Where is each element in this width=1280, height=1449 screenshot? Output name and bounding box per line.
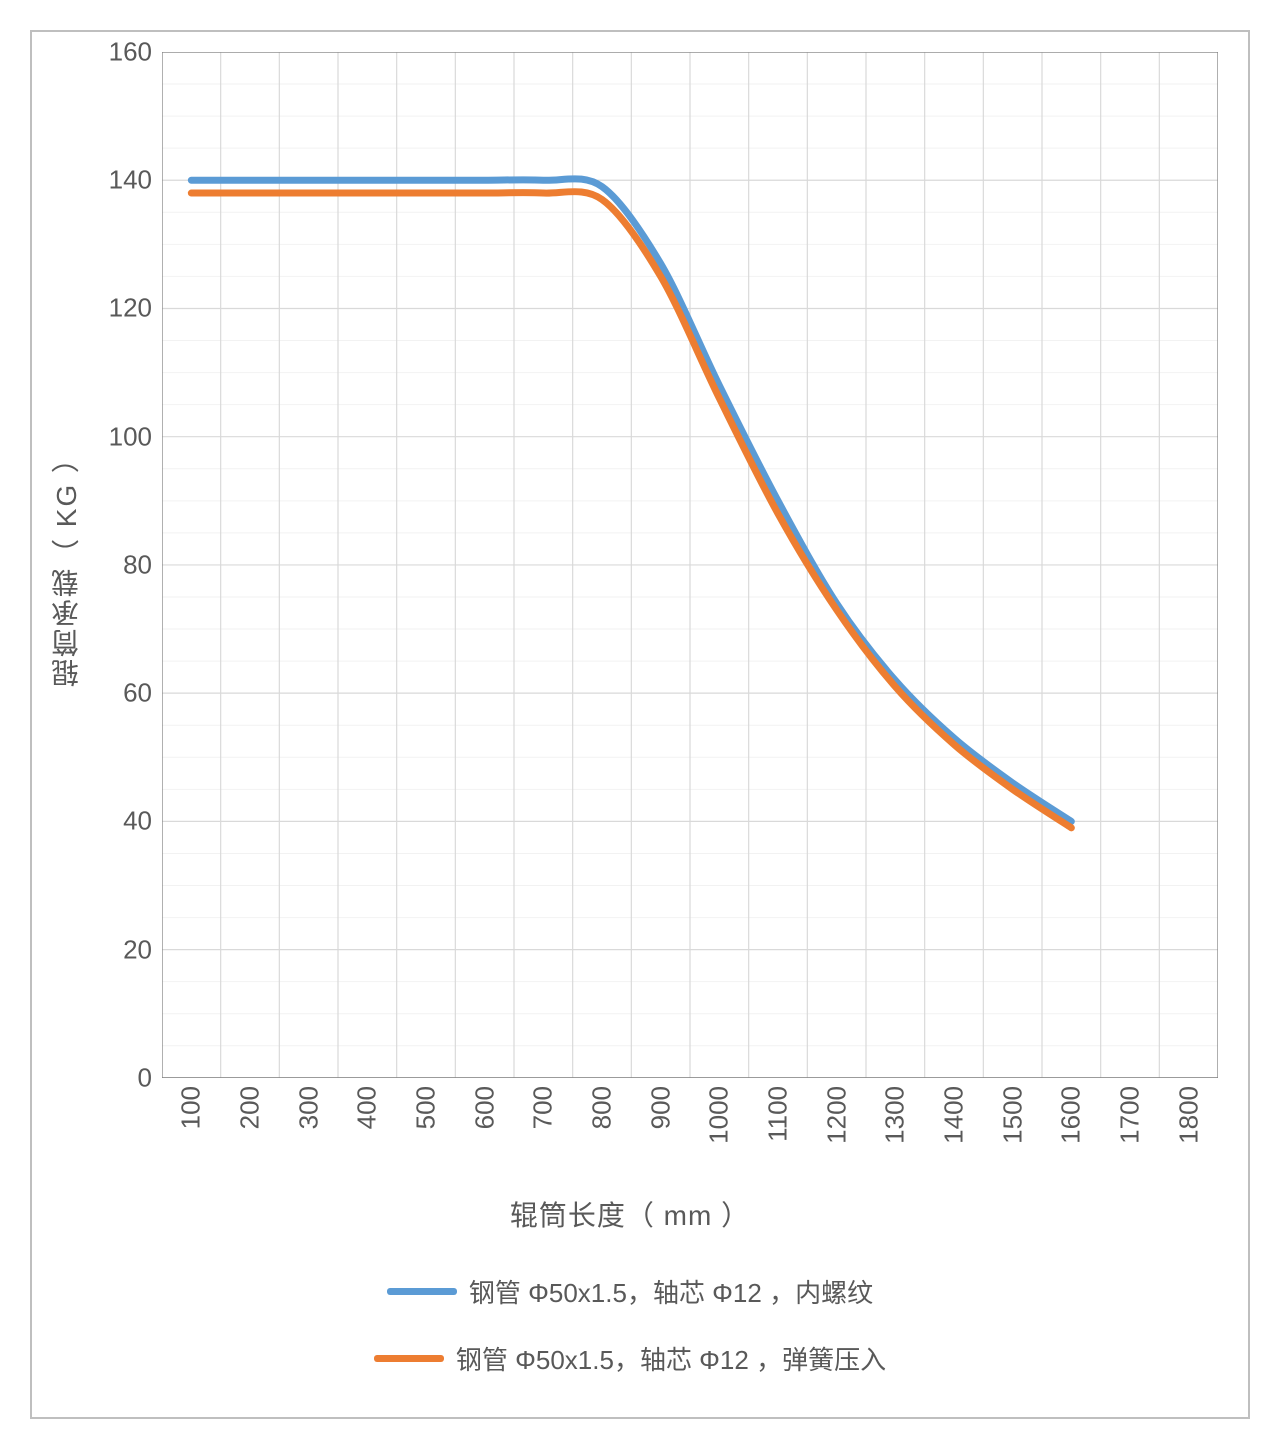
x-tick-label: 800 bbox=[587, 1086, 618, 1129]
x-axis-label: 辊筒长度（ mm ） bbox=[510, 1194, 750, 1234]
legend-item: 钢管 Φ50x1.5，轴芯 Φ12 ，内螺纹 bbox=[387, 1273, 873, 1310]
x-tick-label: 1100 bbox=[763, 1086, 794, 1142]
x-tick-label: 1200 bbox=[821, 1086, 852, 1144]
plot-svg bbox=[162, 52, 1218, 1078]
y-tick-label: 120 bbox=[109, 293, 152, 324]
x-tick-label: 500 bbox=[411, 1086, 442, 1129]
y-tick-label: 160 bbox=[109, 37, 152, 68]
x-axis-label-row: 辊筒长度（ mm ） bbox=[42, 1185, 1218, 1243]
x-tick-label: 1300 bbox=[880, 1086, 911, 1144]
y-axis-label-column: 辊筒承载（ KG ） bbox=[42, 52, 92, 1078]
x-tick-spacer bbox=[42, 1078, 162, 1185]
x-tick-label: 1700 bbox=[1115, 1086, 1146, 1144]
chart-container: 辊筒承载（ KG ） 0 20 40 60 80 100 120 140 160 100 200 3… bbox=[0, 0, 1280, 1449]
x-tick-label: 600 bbox=[469, 1086, 500, 1129]
x-tick-label: 1400 bbox=[939, 1086, 970, 1144]
y-tick-label: 140 bbox=[109, 165, 152, 196]
x-tick-label: 1000 bbox=[704, 1086, 735, 1144]
y-axis-label: 辊筒承载（ KG ） bbox=[47, 443, 87, 687]
legend: 钢管 Φ50x1.5，轴芯 Φ12 ，内螺纹钢管 Φ50x1.5，轴芯 Φ12 … bbox=[42, 1243, 1218, 1387]
plot-row: 辊筒承载（ KG ） 020406080100120140160 bbox=[42, 52, 1218, 1078]
y-tick-label: 0 bbox=[138, 1062, 152, 1093]
legend-label: 钢管 Φ50x1.5，轴芯 Φ12 ，弹簧压入 bbox=[456, 1340, 886, 1377]
x-tick-label: 200 bbox=[235, 1086, 266, 1129]
x-tick-label: 100 bbox=[176, 1086, 207, 1129]
legend-item: 钢管 Φ50x1.5，轴芯 Φ12 ，弹簧压入 bbox=[374, 1340, 886, 1377]
plot-area bbox=[162, 52, 1218, 1078]
x-tick-label: 900 bbox=[645, 1086, 676, 1129]
y-tick-label: 40 bbox=[123, 806, 152, 837]
legend-swatch bbox=[387, 1288, 457, 1295]
y-tick-label: 100 bbox=[109, 421, 152, 452]
x-tick-label: 1500 bbox=[997, 1086, 1028, 1144]
x-tick-label: 1600 bbox=[1056, 1086, 1087, 1144]
legend-label: 钢管 Φ50x1.5，轴芯 Φ12 ，内螺纹 bbox=[469, 1273, 873, 1310]
y-tick-label: 20 bbox=[123, 934, 152, 965]
x-tick-label: 700 bbox=[528, 1086, 559, 1129]
legend-swatch bbox=[374, 1355, 444, 1362]
x-tick-row: 100 200 300 400 500 600 700 800 900 1000 1100 1200 1… bbox=[42, 1078, 1218, 1185]
y-tick-label: 80 bbox=[123, 549, 152, 580]
y-tick-column: 020406080100120140160 bbox=[92, 52, 162, 1078]
x-tick-label: 300 bbox=[293, 1086, 324, 1129]
x-tick-label: 1800 bbox=[1173, 1086, 1204, 1144]
x-tick-label: 400 bbox=[352, 1086, 383, 1129]
x-tick-area: 100 200 300 400 500 600 700 800 900 1000 1100 1200 1… bbox=[162, 1078, 1218, 1185]
chart-border: 辊筒承载（ KG ） 0 20 40 60 80 100 120 140 160 100 200 3… bbox=[30, 30, 1250, 1419]
y-tick-label: 60 bbox=[123, 678, 152, 709]
